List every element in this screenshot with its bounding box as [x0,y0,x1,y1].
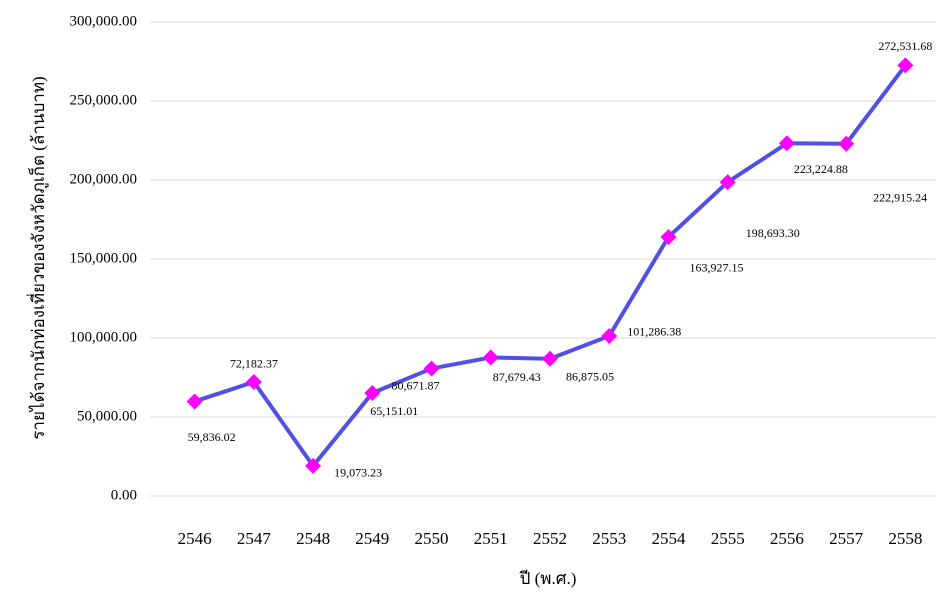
y-tick-label: 100,000.00 [70,329,138,345]
x-tick-label: 2552 [533,529,567,548]
marker [542,350,558,367]
x-tick-label: 2556 [770,529,804,548]
data-label: 65,151.01 [370,404,418,418]
x-tick-label: 2550 [415,529,449,548]
marker [660,228,677,245]
y-axis-label: รายได้จากนักท่องเที่ยวของจังหวัดภูเก็ต (… [26,76,49,439]
data-label: 222,915.24 [873,191,927,205]
data-label: 223,224.88 [794,162,848,176]
marker [305,457,322,474]
line [193,64,907,468]
marker [245,373,262,390]
data-label: 19,073.23 [334,466,382,480]
y-tick-label: 200,000.00 [70,171,138,187]
data-label: 87,679.43 [493,370,541,384]
y-tick-label: 50,000.00 [77,408,137,424]
marker [719,174,736,191]
data-label: 72,182.37 [230,357,278,371]
y-tick-label: 250,000.00 [70,92,138,108]
data-label: 163,927.15 [689,261,743,275]
x-tick-label: 2555 [711,529,745,548]
data-label: 59,836.02 [188,430,236,444]
x-tick-label: 2546 [178,529,212,548]
y-tick-label: 150,000.00 [70,250,138,266]
marker [482,349,499,366]
x-tick-label: 2557 [829,529,864,548]
marker [897,57,914,74]
marker [838,135,855,152]
marker [601,327,618,344]
marker [186,393,203,410]
x-tick-label: 2554 [651,529,686,548]
x-tick-label: 2558 [888,529,922,548]
x-tick-label: 2553 [592,529,626,548]
data-label: 101,286.38 [627,325,681,339]
x-axis-label: ปี (พ.ศ.) [519,569,577,588]
data-label: 198,693.30 [746,226,800,240]
x-tick-label: 2551 [474,529,508,548]
data-label: 80,671.87 [392,378,440,392]
y-tick-label: 0.00 [111,487,137,503]
x-tick-label: 2547 [237,529,272,548]
data-label: 272,531.68 [878,39,932,53]
x-tick-label: 2549 [355,529,389,548]
marker [364,385,381,402]
marker [423,360,440,377]
marker [778,135,795,152]
y-tick-label: 300,000.00 [70,13,138,29]
data-label: 86,875.05 [566,369,614,383]
x-tick-label: 2548 [296,529,330,548]
